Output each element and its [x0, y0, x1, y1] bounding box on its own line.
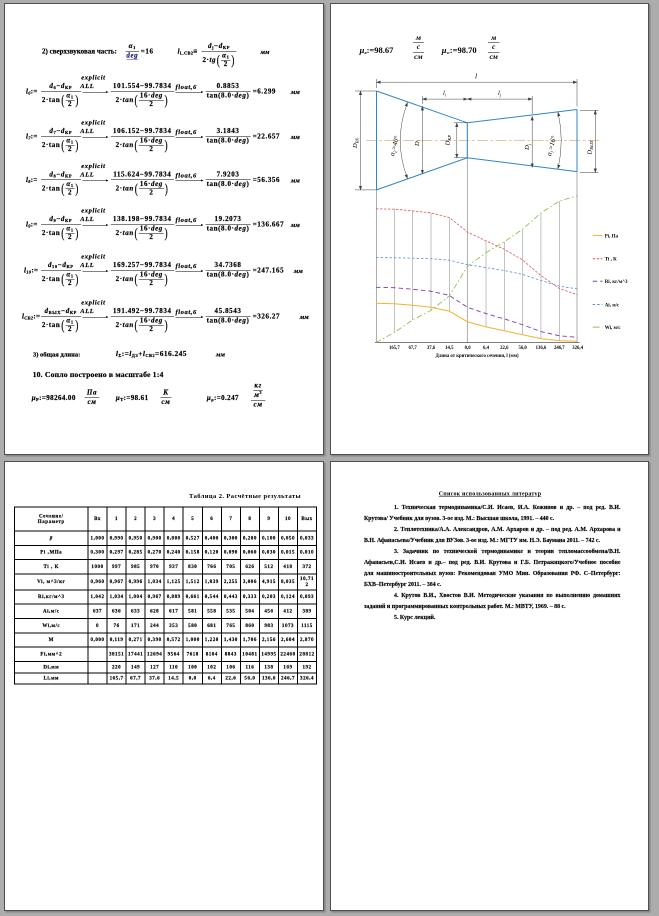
svg-text:Wi, м/с: Wi, м/с	[605, 326, 622, 331]
svg-text:Pi, Па: Pi, Па	[605, 234, 619, 239]
svg-text:0,0: 0,0	[465, 346, 472, 351]
svg-text:246,7: 246,7	[554, 346, 565, 351]
svg-text:Di: Di	[414, 139, 422, 147]
svg-text:Длина от критического сечения,: Длина от критического сечения, l (мм)	[435, 354, 519, 359]
svg-text:14,5: 14,5	[445, 346, 454, 351]
svg-text:α2=40°: α2=40°	[388, 135, 402, 157]
svg-text:136,6: 136,6	[536, 346, 547, 351]
svg-text:α1=16°: α1=16°	[545, 135, 559, 157]
svg-text:37,6: 37,6	[427, 346, 436, 351]
svg-text:Dj: Dj	[524, 143, 532, 151]
svg-text:Ai, м/с: Ai, м/с	[605, 303, 620, 308]
svg-text:DКР: DКР	[445, 135, 453, 147]
svg-text:67,7: 67,7	[408, 346, 417, 351]
svg-text:DВХ: DВХ	[352, 138, 360, 149]
svg-text:56,0: 56,0	[518, 346, 527, 351]
svg-text:l: l	[475, 72, 477, 81]
svg-text:326,4: 326,4	[572, 346, 583, 351]
svg-text:165,7: 165,7	[389, 346, 400, 351]
svg-text:li: li	[443, 90, 447, 98]
svg-text:lj: lj	[498, 90, 502, 98]
svg-text:Ri, кг/м^3: Ri, кг/м^3	[605, 280, 628, 285]
svg-text:Ti , К: Ti , К	[605, 258, 617, 263]
svg-text:22,6: 22,6	[500, 346, 509, 351]
svg-text:6,4: 6,4	[483, 346, 490, 351]
svg-text:DВЫХ: DВЫХ	[587, 140, 595, 155]
